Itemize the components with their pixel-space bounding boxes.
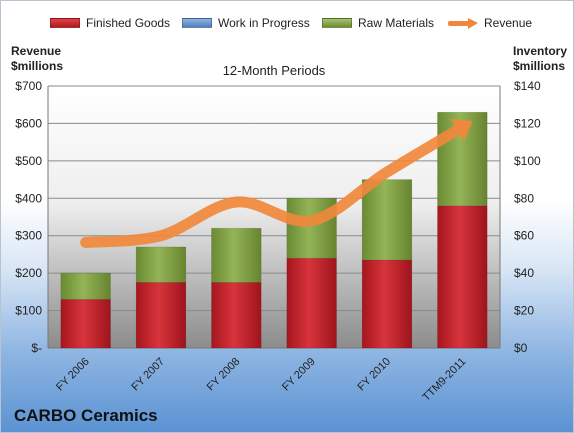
bar-finished-goods bbox=[286, 257, 337, 349]
bar-raw-materials bbox=[361, 179, 413, 261]
bar-raw-materials bbox=[211, 227, 262, 283]
legend-swatch-work-in-progress bbox=[182, 18, 212, 28]
right-tick-label: $20 bbox=[514, 304, 534, 318]
legend-label-finished-goods: Finished Goods bbox=[86, 16, 171, 30]
chart-title: 12-Month Periods bbox=[223, 63, 326, 78]
legend-item-finished-goods: Finished Goods bbox=[50, 16, 170, 30]
legend-item-revenue: Revenue bbox=[448, 16, 532, 30]
right-tick-label: $80 bbox=[514, 191, 534, 205]
right-axis-title-line1: Inventory bbox=[513, 44, 568, 58]
right-tick-label: $40 bbox=[514, 266, 534, 280]
revenue-line bbox=[80, 121, 468, 248]
left-axis-title-line1: Revenue bbox=[11, 44, 62, 58]
revenue-arrowhead bbox=[450, 119, 473, 142]
left-tick-label: $400 bbox=[15, 191, 42, 205]
bar-finished-goods bbox=[361, 259, 413, 349]
bar-finished-goods bbox=[211, 282, 262, 349]
chart-legend: Finished Goods Work in Progress Raw Mate… bbox=[0, 14, 574, 34]
right-tick-label: $100 bbox=[514, 154, 541, 168]
right-tick-label: $120 bbox=[514, 116, 541, 130]
right-tick-label: $140 bbox=[514, 79, 541, 93]
company-name: CARBO Ceramics bbox=[14, 406, 158, 425]
legend-item-raw-materials: Raw Materials bbox=[322, 16, 434, 30]
right-axis-title-line2: $millions bbox=[513, 59, 566, 73]
right-tick-label: $60 bbox=[514, 229, 534, 243]
bar-finished-goods bbox=[135, 282, 187, 349]
legend-label-raw-materials: Raw Materials bbox=[358, 16, 435, 30]
category-label: TTM9-2011 bbox=[420, 356, 468, 404]
legend-label-work-in-progress: Work in Progress bbox=[218, 16, 310, 30]
left-tick-label: $700 bbox=[15, 79, 42, 93]
legend-arrow-revenue bbox=[448, 18, 478, 29]
right-tick-label: $0 bbox=[514, 341, 528, 355]
left-tick-label: $200 bbox=[15, 266, 42, 280]
legend-item-work-in-progress: Work in Progress bbox=[182, 16, 310, 30]
left-tick-label: $600 bbox=[15, 116, 42, 130]
bar-raw-materials bbox=[286, 197, 337, 259]
legend-swatch-finished-goods bbox=[50, 18, 80, 28]
left-tick-label: $- bbox=[31, 341, 42, 355]
legend-swatch-raw-materials bbox=[322, 18, 352, 28]
left-axis-title: Revenue $millions bbox=[11, 44, 63, 74]
left-axis-title-line2: $millions bbox=[11, 59, 64, 73]
legend-label-revenue: Revenue bbox=[484, 16, 533, 30]
bar-raw-materials bbox=[135, 246, 187, 283]
bar-finished-goods bbox=[437, 205, 488, 349]
bar-finished-goods bbox=[60, 299, 111, 349]
category-label: FY 2009 bbox=[280, 356, 318, 394]
bar-raw-materials bbox=[60, 272, 111, 300]
category-label: FY 2006 bbox=[54, 356, 92, 394]
left-tick-label: $100 bbox=[15, 304, 42, 318]
left-tick-label: $300 bbox=[15, 229, 42, 243]
right-axis-title: Inventory $millions bbox=[513, 44, 567, 74]
category-label: FY 2007 bbox=[129, 356, 167, 394]
category-label: FY 2010 bbox=[355, 356, 393, 394]
left-tick-label: $500 bbox=[15, 154, 42, 168]
category-label: FY 2008 bbox=[205, 356, 243, 394]
